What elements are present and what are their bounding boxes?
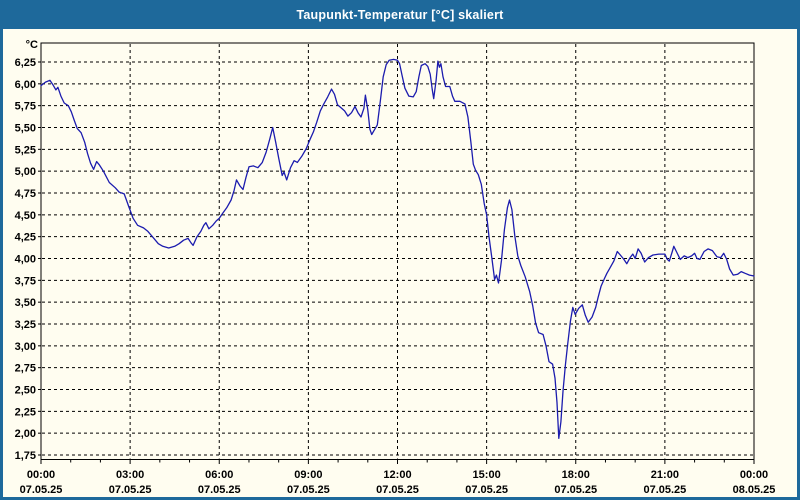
x-tick-date-label: 07.05.25 (554, 484, 597, 496)
gridlines (42, 44, 753, 459)
y-tick-label: 3,25 (15, 319, 36, 331)
y-tick-label: 6,25 (15, 57, 36, 69)
x-tick-time-label: 00:00 (27, 469, 55, 481)
x-tick-time-label: 06:00 (205, 469, 233, 481)
axis-labels: 6,25 6,00 5,75 5,50 5,25 5,00 4,75 4,50 4,25 4,00… (15, 39, 776, 496)
y-tick-label: 4,75 (15, 188, 36, 200)
y-tick-label: 3,50 (15, 297, 36, 309)
x-tick-time-label: 09:00 (294, 469, 322, 481)
x-tick-date-label: 08.05.25 (733, 484, 776, 496)
x-tick-time-label: 03:00 (116, 469, 144, 481)
window-title: Taupunkt-Temperatur [°C] skaliert (296, 7, 504, 22)
y-tick-label: 5,00 (15, 166, 36, 178)
y-tick-label: 2,75 (15, 363, 36, 375)
y-tick-label: 6,00 (15, 79, 36, 91)
x-tick-time-label: 18:00 (562, 469, 590, 481)
x-tick-date-label: 07.05.25 (643, 484, 686, 496)
y-tick-label: 2,25 (15, 406, 36, 418)
y-tick-label: 2,50 (15, 385, 36, 397)
plot-frame (40, 42, 755, 460)
y-tick-label: 2,00 (15, 428, 36, 440)
x-tick-date-label: 07.05.25 (465, 484, 508, 496)
x-tick-date-label: 07.05.25 (376, 484, 419, 496)
y-tick-label: 1,75 (15, 450, 36, 462)
x-tick-date-label: 07.05.25 (198, 484, 241, 496)
y-tick-label: 5,75 (15, 101, 36, 113)
x-tick-date-label: 07.05.25 (109, 484, 152, 496)
axes (38, 42, 755, 464)
y-tick-label: 3,00 (15, 341, 36, 353)
x-tick-time-label: 00:00 (740, 469, 768, 481)
y-tick-label: 5,50 (15, 123, 36, 135)
y-axis-unit-label: °C (26, 39, 38, 51)
y-tick-label: 3,75 (15, 275, 36, 287)
x-tick-date-label: 07.05.25 (287, 484, 330, 496)
x-tick-date-label: 07.05.25 (20, 484, 63, 496)
y-tick-label: 4,00 (15, 254, 36, 266)
y-tick-label: 4,50 (15, 210, 36, 222)
y-tick-label: 4,25 (15, 232, 36, 244)
y-tick-label: 5,25 (15, 144, 36, 156)
x-tick-time-label: 21:00 (651, 469, 679, 481)
x-tick-time-label: 12:00 (383, 469, 411, 481)
window-titlebar: Taupunkt-Temperatur [°C] skaliert (0, 0, 800, 29)
x-tick-time-label: 15:00 (473, 469, 501, 481)
temperature-series-line (40, 58, 755, 440)
